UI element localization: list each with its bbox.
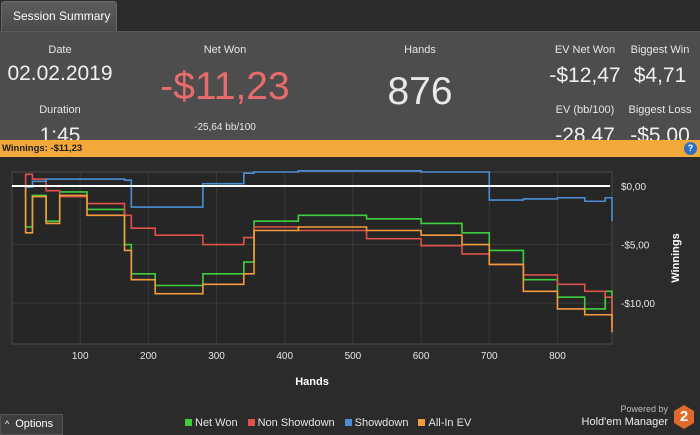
- x-tick-label: 700: [481, 351, 498, 362]
- duration-label: Duration: [39, 104, 81, 116]
- hands-value: 876: [387, 70, 453, 113]
- legend-label: All-In EV: [428, 417, 472, 429]
- winnings-chart-area: 100 200 300 400 500 600 700 800 $0,00 -$5,00 -$10,…: [0, 157, 700, 435]
- options-button[interactable]: ^ Options: [0, 414, 63, 435]
- net-won-label: Net Won: [203, 44, 247, 56]
- ev-net-won-label: EV Net Won: [554, 44, 616, 56]
- legend-label: Showdown: [354, 417, 409, 429]
- legend-swatch: [418, 419, 426, 426]
- winnings-text: Winnings: -$11,23: [2, 140, 82, 157]
- biggest-win-label: Biggest Win: [630, 44, 690, 56]
- x-tick-label: 200: [140, 351, 157, 362]
- session-summary-panel: Date 02.02.2019 Duration 1:45 Net Won -$…: [0, 31, 700, 147]
- series-line-all-in-ev: [12, 185, 613, 333]
- bb-per-100-value: -25,64 bb/100: [194, 122, 256, 133]
- date-label: Date: [48, 44, 72, 56]
- tab-bar: Session Summary: [0, 0, 700, 32]
- legend-item-all-in-ev[interactable]: All-In EV: [418, 417, 471, 429]
- help-icon[interactable]: ?: [684, 142, 697, 155]
- legend-item-showdown[interactable]: Showdown: [344, 417, 409, 429]
- x-tick-label: 800: [549, 351, 566, 362]
- brand-name: Hold'em Manager: [581, 416, 668, 428]
- brand-logo: Powered by Hold'em Manager 2: [582, 401, 694, 433]
- legend-swatch: [185, 419, 192, 426]
- x-tick-label: 300: [208, 351, 225, 362]
- biggest-win-value: $4,71: [633, 64, 687, 87]
- ev-net-won-value: -$12,47: [549, 64, 621, 87]
- x-axis-label: Hands: [295, 376, 329, 388]
- series-line-showdown: [12, 170, 613, 222]
- x-tick-label: 100: [72, 351, 89, 362]
- chart-legend: Net Won Non Showdown Showdown All-In EV: [185, 417, 481, 429]
- legend-swatch: [344, 419, 352, 426]
- date-value: 02.02.2019: [7, 62, 113, 85]
- winnings-value: -$11,23: [50, 143, 83, 154]
- winnings-chart: 100 200 300 400 500 600 700 800 $0,00 -$5,00 -$10,…: [11, 170, 682, 388]
- plot-area: [11, 171, 613, 345]
- x-tick-label: 500: [345, 351, 362, 362]
- legend-label: Non Showdown: [257, 417, 335, 429]
- biggest-loss-label: Biggest Loss: [628, 104, 692, 116]
- tab-session-summary[interactable]: Session Summary: [1, 1, 117, 32]
- x-tick-label: 400: [276, 351, 293, 362]
- legend-label: Net Won: [195, 417, 238, 429]
- legend-item-net-won[interactable]: Net Won: [185, 417, 238, 429]
- brand-badge-icon: 2: [674, 405, 694, 429]
- y-tick-label: -$10,00: [621, 299, 655, 310]
- hands-label: Hands: [404, 44, 436, 56]
- y-tick-label: $0,00: [621, 182, 646, 193]
- y-tick-label: -$5,00: [621, 241, 650, 252]
- caret-up-icon: ^: [5, 419, 10, 429]
- winnings-label: Winnings:: [2, 143, 48, 154]
- net-won-value: -$11,23: [160, 65, 290, 108]
- winnings-banner: Winnings: -$11,23 ?: [0, 140, 700, 157]
- options-label: Options: [15, 418, 54, 430]
- ev-bb100-label: EV (bb/100): [555, 104, 615, 116]
- powered-by-text: Powered by: [620, 404, 668, 414]
- y-axis-label: Winnings: [670, 233, 682, 282]
- legend-item-non-showdown[interactable]: Non Showdown: [247, 417, 335, 429]
- x-tick-label: 600: [413, 351, 430, 362]
- legend-swatch: [247, 419, 255, 426]
